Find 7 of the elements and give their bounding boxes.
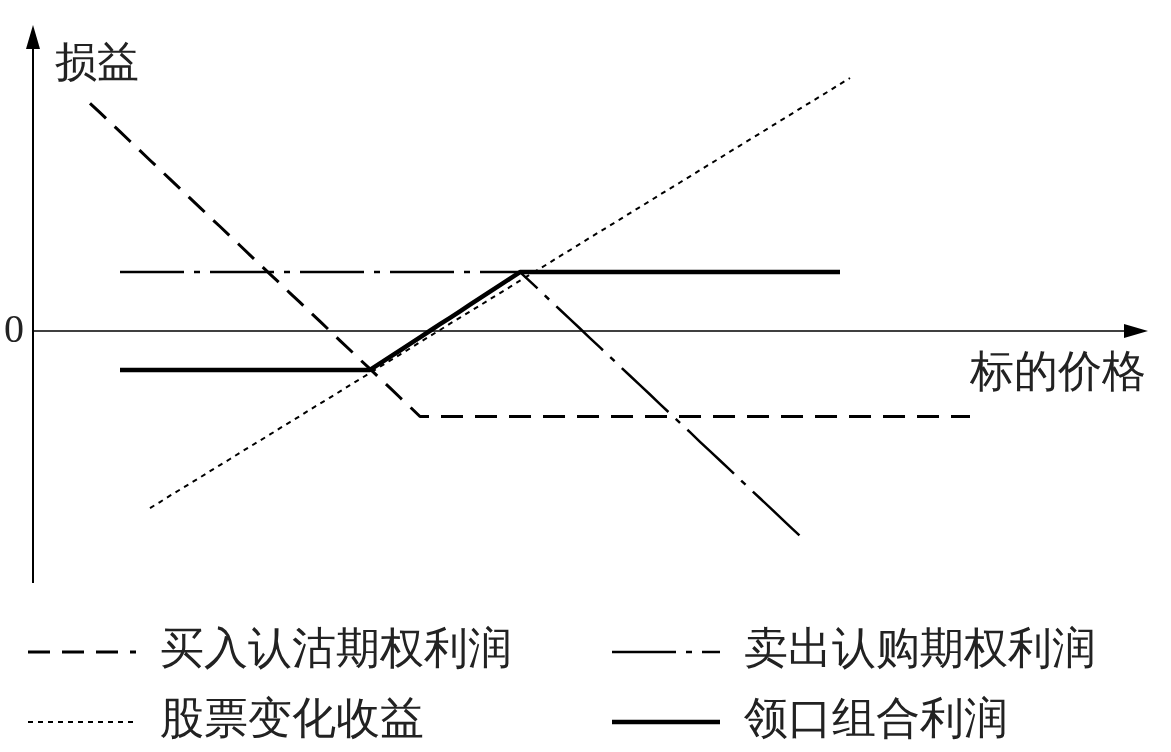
legend-label: 领口组合利润 [744,692,1008,744]
text: 0 [4,305,24,351]
x-axis-title: 标的价格 [969,345,1146,397]
legend-label: 买入认沽期权利润 [160,622,512,674]
legend-label: 卖出认购期权利润 [744,622,1096,674]
legend-label: 股票变化收益 [160,692,424,744]
y-axis-title: 损益 [55,36,139,86]
